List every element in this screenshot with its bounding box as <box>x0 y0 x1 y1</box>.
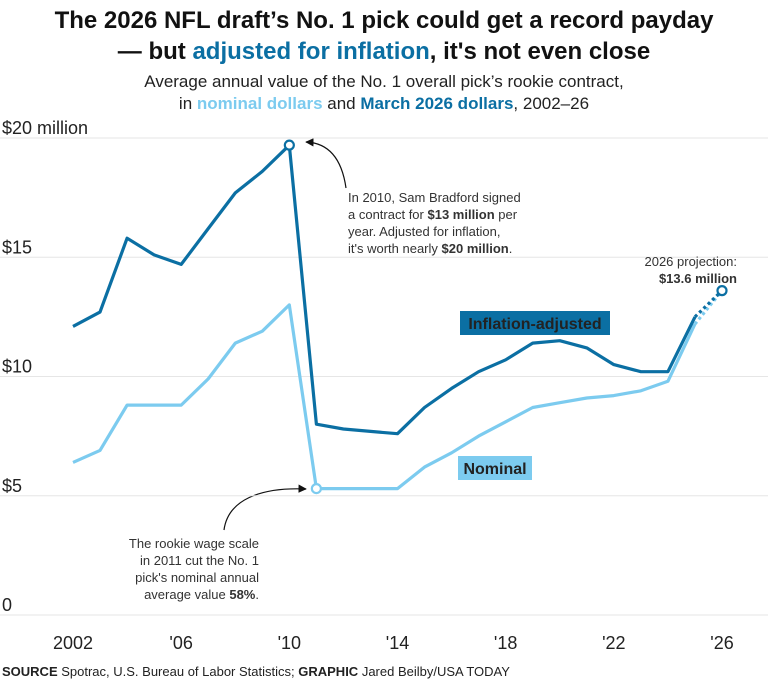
x-tick-label: '10 <box>278 633 301 653</box>
annotation-part: it's worth nearly <box>348 241 442 256</box>
chart-title-part: The 2026 NFL draft’s No. 1 pick could ge… <box>55 7 715 34</box>
series-line <box>72 303 697 491</box>
annotation-part: per <box>495 207 518 222</box>
y-tick-label: $15 <box>2 237 32 257</box>
x-tick-label: '06 <box>169 633 192 653</box>
annotation: average value 58%. <box>144 587 259 602</box>
annotation-part: a contract for <box>348 207 427 222</box>
annotation-part: In 2010, Sam Bradford signed <box>348 190 521 205</box>
annotation: In 2010, Sam Bradford signed <box>348 190 521 205</box>
chart-subtitle: in nominal dollars and March 2026 dollar… <box>179 94 589 113</box>
annotation-part: $13.6 million <box>659 271 737 286</box>
highlight-point <box>716 285 728 297</box>
chart-subtitle-part: nominal dollars <box>197 94 323 113</box>
source-note-part: SOURCE <box>2 664 58 679</box>
x-tick-label: '22 <box>602 633 625 653</box>
annotation: a contract for $13 million per <box>348 207 518 222</box>
x-tick-label: '14 <box>386 633 409 653</box>
y-tick-label: $10 <box>2 357 32 377</box>
annotation: pick's nominal annual <box>135 570 259 585</box>
annotation-part: average value <box>144 587 229 602</box>
annotation-part: 2026 projection: <box>644 254 737 269</box>
series-line <box>72 143 697 436</box>
annotation-arrow <box>305 138 347 189</box>
source-note-part: Jared Beilby/USA TODAY <box>358 664 510 679</box>
annotation-part: 58% <box>229 587 255 602</box>
chart-subtitle-part: and <box>323 94 361 113</box>
annotation: year. Adjusted for inflation, <box>348 224 500 239</box>
chart-subtitle: Average annual value of the No. 1 overal… <box>144 72 623 91</box>
series-label: Inflation-adjusted <box>468 316 601 333</box>
source-note: SOURCE Spotrac, U.S. Bureau of Labor Sta… <box>2 664 510 679</box>
annotation: in 2011 cut the No. 1 <box>140 553 259 568</box>
annotation-part: . <box>509 241 513 256</box>
chart-title-part: , it's not even close <box>430 38 650 65</box>
chart-title-part: adjusted for inflation <box>192 38 429 65</box>
source-note-part: GRAPHIC <box>298 664 359 679</box>
annotation: 2026 projection: <box>644 254 737 269</box>
annotation-arrow <box>223 484 307 531</box>
chart-title: The 2026 NFL draft’s No. 1 pick could ge… <box>55 7 715 34</box>
source-note-part: Spotrac, U.S. Bureau of Labor Statistics… <box>58 664 299 679</box>
y-tick-label: $5 <box>2 476 22 496</box>
chart-subtitle-part: March 2026 dollars <box>360 94 513 113</box>
annotation: The rookie wage scale <box>129 536 259 551</box>
projection-line <box>693 289 724 326</box>
y-tick-label: 0 <box>2 595 12 615</box>
series-label-box <box>458 456 532 480</box>
annotation-part: in 2011 cut the No. 1 <box>140 553 259 568</box>
annotation-part: $13 million <box>427 207 494 222</box>
annotation-part: . <box>255 587 259 602</box>
chart-title: — but adjusted for inflation, it's not e… <box>118 38 650 65</box>
projection-line <box>693 289 724 319</box>
series-label-box <box>460 311 610 335</box>
highlight-point <box>310 482 322 495</box>
series-label: Nominal <box>463 461 526 478</box>
annotation-part: pick's nominal annual <box>135 570 259 585</box>
chart-subtitle-part: in <box>179 94 197 113</box>
chart-subtitle-part: , 2002–26 <box>513 94 589 113</box>
annotation-part: $20 million <box>442 241 509 256</box>
annotation-part: The rookie wage scale <box>129 536 259 551</box>
x-tick-label: '18 <box>494 633 517 653</box>
x-tick-label: '26 <box>710 633 733 653</box>
annotation-part: year. Adjusted for inflation, <box>348 224 500 239</box>
chart-subtitle-part: Average annual value of the No. 1 overal… <box>144 72 623 91</box>
x-tick-label: 2002 <box>53 633 93 653</box>
annotation: $13.6 million <box>659 271 737 286</box>
annotation: it's worth nearly $20 million. <box>348 241 512 256</box>
highlight-point <box>283 139 295 151</box>
y-tick-label: $20 million <box>2 118 88 138</box>
chart-title-part: — but <box>118 38 193 65</box>
